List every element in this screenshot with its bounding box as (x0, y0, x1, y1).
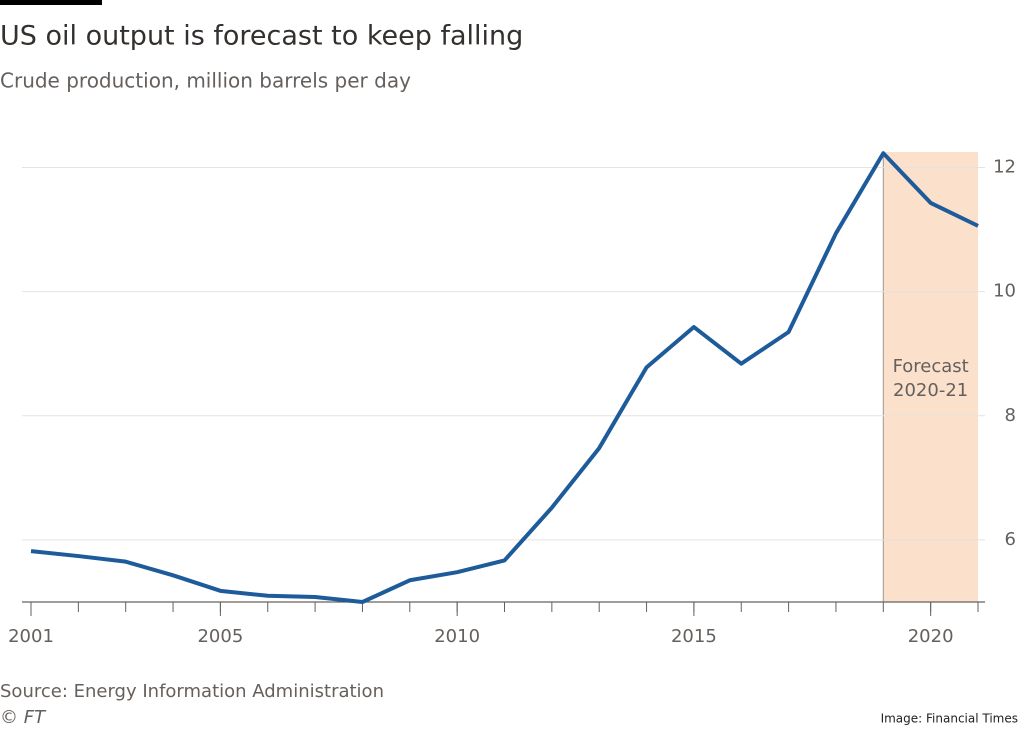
source: Source: Energy Information Administratio… (0, 681, 384, 702)
chart-title: US oil output is forecast to keep fallin… (0, 21, 523, 52)
annotation: 2020-21 (893, 380, 968, 401)
annotation: Forecast (893, 356, 969, 377)
forecast-band (883, 152, 978, 602)
y-tick-label: 12 (993, 157, 1016, 178)
x-tick-label: 2020 (908, 626, 954, 647)
x-tick-label: 2010 (434, 626, 480, 647)
data-line (30, 151, 979, 604)
credit: Image: Financial Times (881, 712, 1018, 726)
chart-subtitle: Crude production, million barrels per da… (0, 69, 411, 93)
y-tick-label: 6 (1005, 529, 1016, 550)
y-tick-label: 10 (993, 281, 1016, 302)
copyright: © FT (0, 707, 47, 728)
x-tick-label: 2001 (8, 626, 54, 647)
x-tick-label: 2015 (671, 626, 717, 647)
x-tick-label: 2005 (197, 626, 243, 647)
header-bar (0, 0, 102, 5)
y-tick-label: 8 (1005, 405, 1016, 426)
